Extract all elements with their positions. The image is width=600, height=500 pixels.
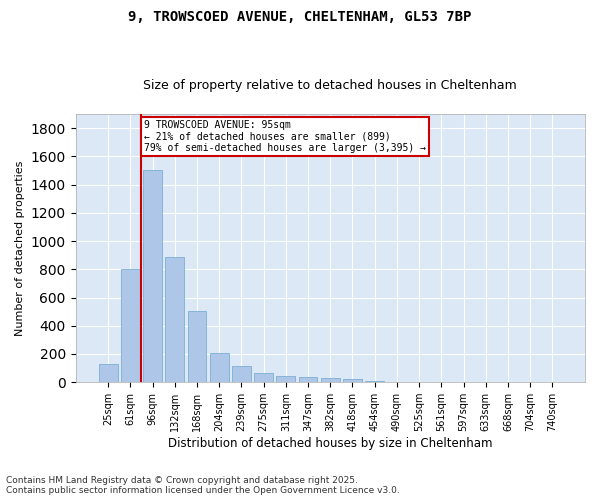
Bar [232,366,251,382]
Bar [299,378,317,382]
Bar [143,170,162,382]
X-axis label: Distribution of detached houses by size in Cheltenham: Distribution of detached houses by size … [168,437,493,450]
Bar [277,376,295,382]
Bar [166,256,184,382]
Y-axis label: Number of detached properties: Number of detached properties [15,160,25,336]
Text: Contains HM Land Registry data © Crown copyright and database right 2025.
Contai: Contains HM Land Registry data © Crown c… [6,476,400,495]
Text: 9, TROWSCOED AVENUE, CHELTENHAM, GL53 7BP: 9, TROWSCOED AVENUE, CHELTENHAM, GL53 7B… [128,10,472,24]
Bar [321,378,340,382]
Bar [188,311,206,382]
Bar [210,352,229,382]
Text: 9 TROWSCOED AVENUE: 95sqm
← 21% of detached houses are smaller (899)
79% of semi: 9 TROWSCOED AVENUE: 95sqm ← 21% of detac… [143,120,425,153]
Bar [343,378,362,382]
Bar [98,364,118,382]
Bar [365,381,384,382]
Title: Size of property relative to detached houses in Cheltenham: Size of property relative to detached ho… [143,79,517,92]
Bar [254,373,273,382]
Bar [121,268,140,382]
